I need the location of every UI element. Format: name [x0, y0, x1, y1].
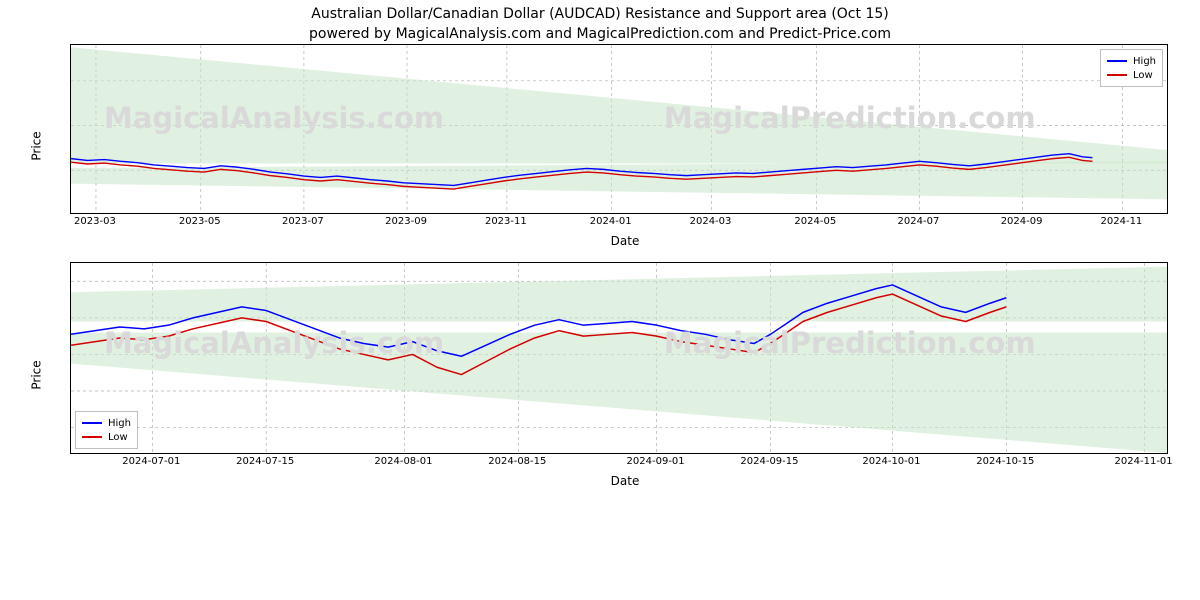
xtick-label: 2023-03 — [74, 216, 116, 227]
spacer — [0, 248, 1200, 262]
legend-label-high: High — [1133, 56, 1156, 67]
xtick-label: 2024-09-01 — [627, 456, 685, 467]
legend-swatch-low — [82, 436, 102, 438]
top-xlabel: Date — [70, 232, 1180, 248]
legend-row: Low — [1107, 68, 1156, 82]
top-ylabel: Price — [30, 131, 44, 160]
top-svg — [71, 45, 1168, 214]
bottom-legend: High Low — [75, 411, 138, 449]
xtick-label: 2024-09-15 — [740, 456, 798, 467]
legend-row: High — [1107, 54, 1156, 68]
legend-row: Low — [82, 430, 131, 444]
xtick-label: 2023-07 — [282, 216, 324, 227]
bottom-svg — [71, 263, 1168, 454]
legend-swatch-high — [1107, 60, 1127, 62]
legend-label-low: Low — [1133, 70, 1153, 81]
top-legend: High Low — [1100, 49, 1163, 87]
xtick-label: 2023-11 — [485, 216, 527, 227]
xtick-label: 2024-07 — [898, 216, 940, 227]
chart-title: Australian Dollar/Canadian Dollar (AUDCA… — [0, 0, 1200, 22]
bottom-xticks: 2024-07-01 2024-07-15 2024-08-01 2024-08-15… — [70, 454, 1168, 472]
legend-row: High — [82, 416, 131, 430]
legend-label-high: High — [108, 418, 131, 429]
bottom-ylabel: Price — [30, 360, 44, 389]
xtick-label: 2024-07-01 — [122, 456, 180, 467]
top-plot-area: High Low MagicalAnalysis.com MagicalPred… — [70, 44, 1168, 214]
xtick-label: 2024-09 — [1001, 216, 1043, 227]
legend-swatch-low — [1107, 74, 1127, 76]
xtick-label: 2024-08-01 — [374, 456, 432, 467]
xtick-label: 2024-01 — [590, 216, 632, 227]
xtick-label: 2024-05 — [794, 216, 836, 227]
xtick-label: 2024-07-15 — [236, 456, 294, 467]
top-chart: Price High Low MagicalAnalysis.com Magic… — [70, 44, 1180, 248]
bottom-plot-area: High Low MagicalAnalysis.com MagicalPred… — [70, 262, 1168, 454]
xtick-label: 2024-10-15 — [976, 456, 1034, 467]
chart-subtitle: powered by MagicalAnalysis.com and Magic… — [0, 22, 1200, 44]
xtick-label: 2024-03 — [690, 216, 732, 227]
xtick-label: 2023-09 — [385, 216, 427, 227]
xtick-label: 2024-10-01 — [862, 456, 920, 467]
top-xticks: 2023-03 2023-05 2023-07 2023-09 2023-11 2024-… — [70, 214, 1168, 232]
legend-swatch-high — [82, 422, 102, 424]
legend-label-low: Low — [108, 432, 128, 443]
bottom-chart: Price High Low MagicalAnalysis.com Magic… — [70, 262, 1180, 488]
xtick-label: 2024-08-15 — [488, 456, 546, 467]
xtick-label: 2024-11 — [1101, 216, 1143, 227]
bottom-xlabel: Date — [70, 472, 1180, 488]
xtick-label: 2023-05 — [179, 216, 221, 227]
xtick-label: 2024-11-01 — [1115, 456, 1173, 467]
